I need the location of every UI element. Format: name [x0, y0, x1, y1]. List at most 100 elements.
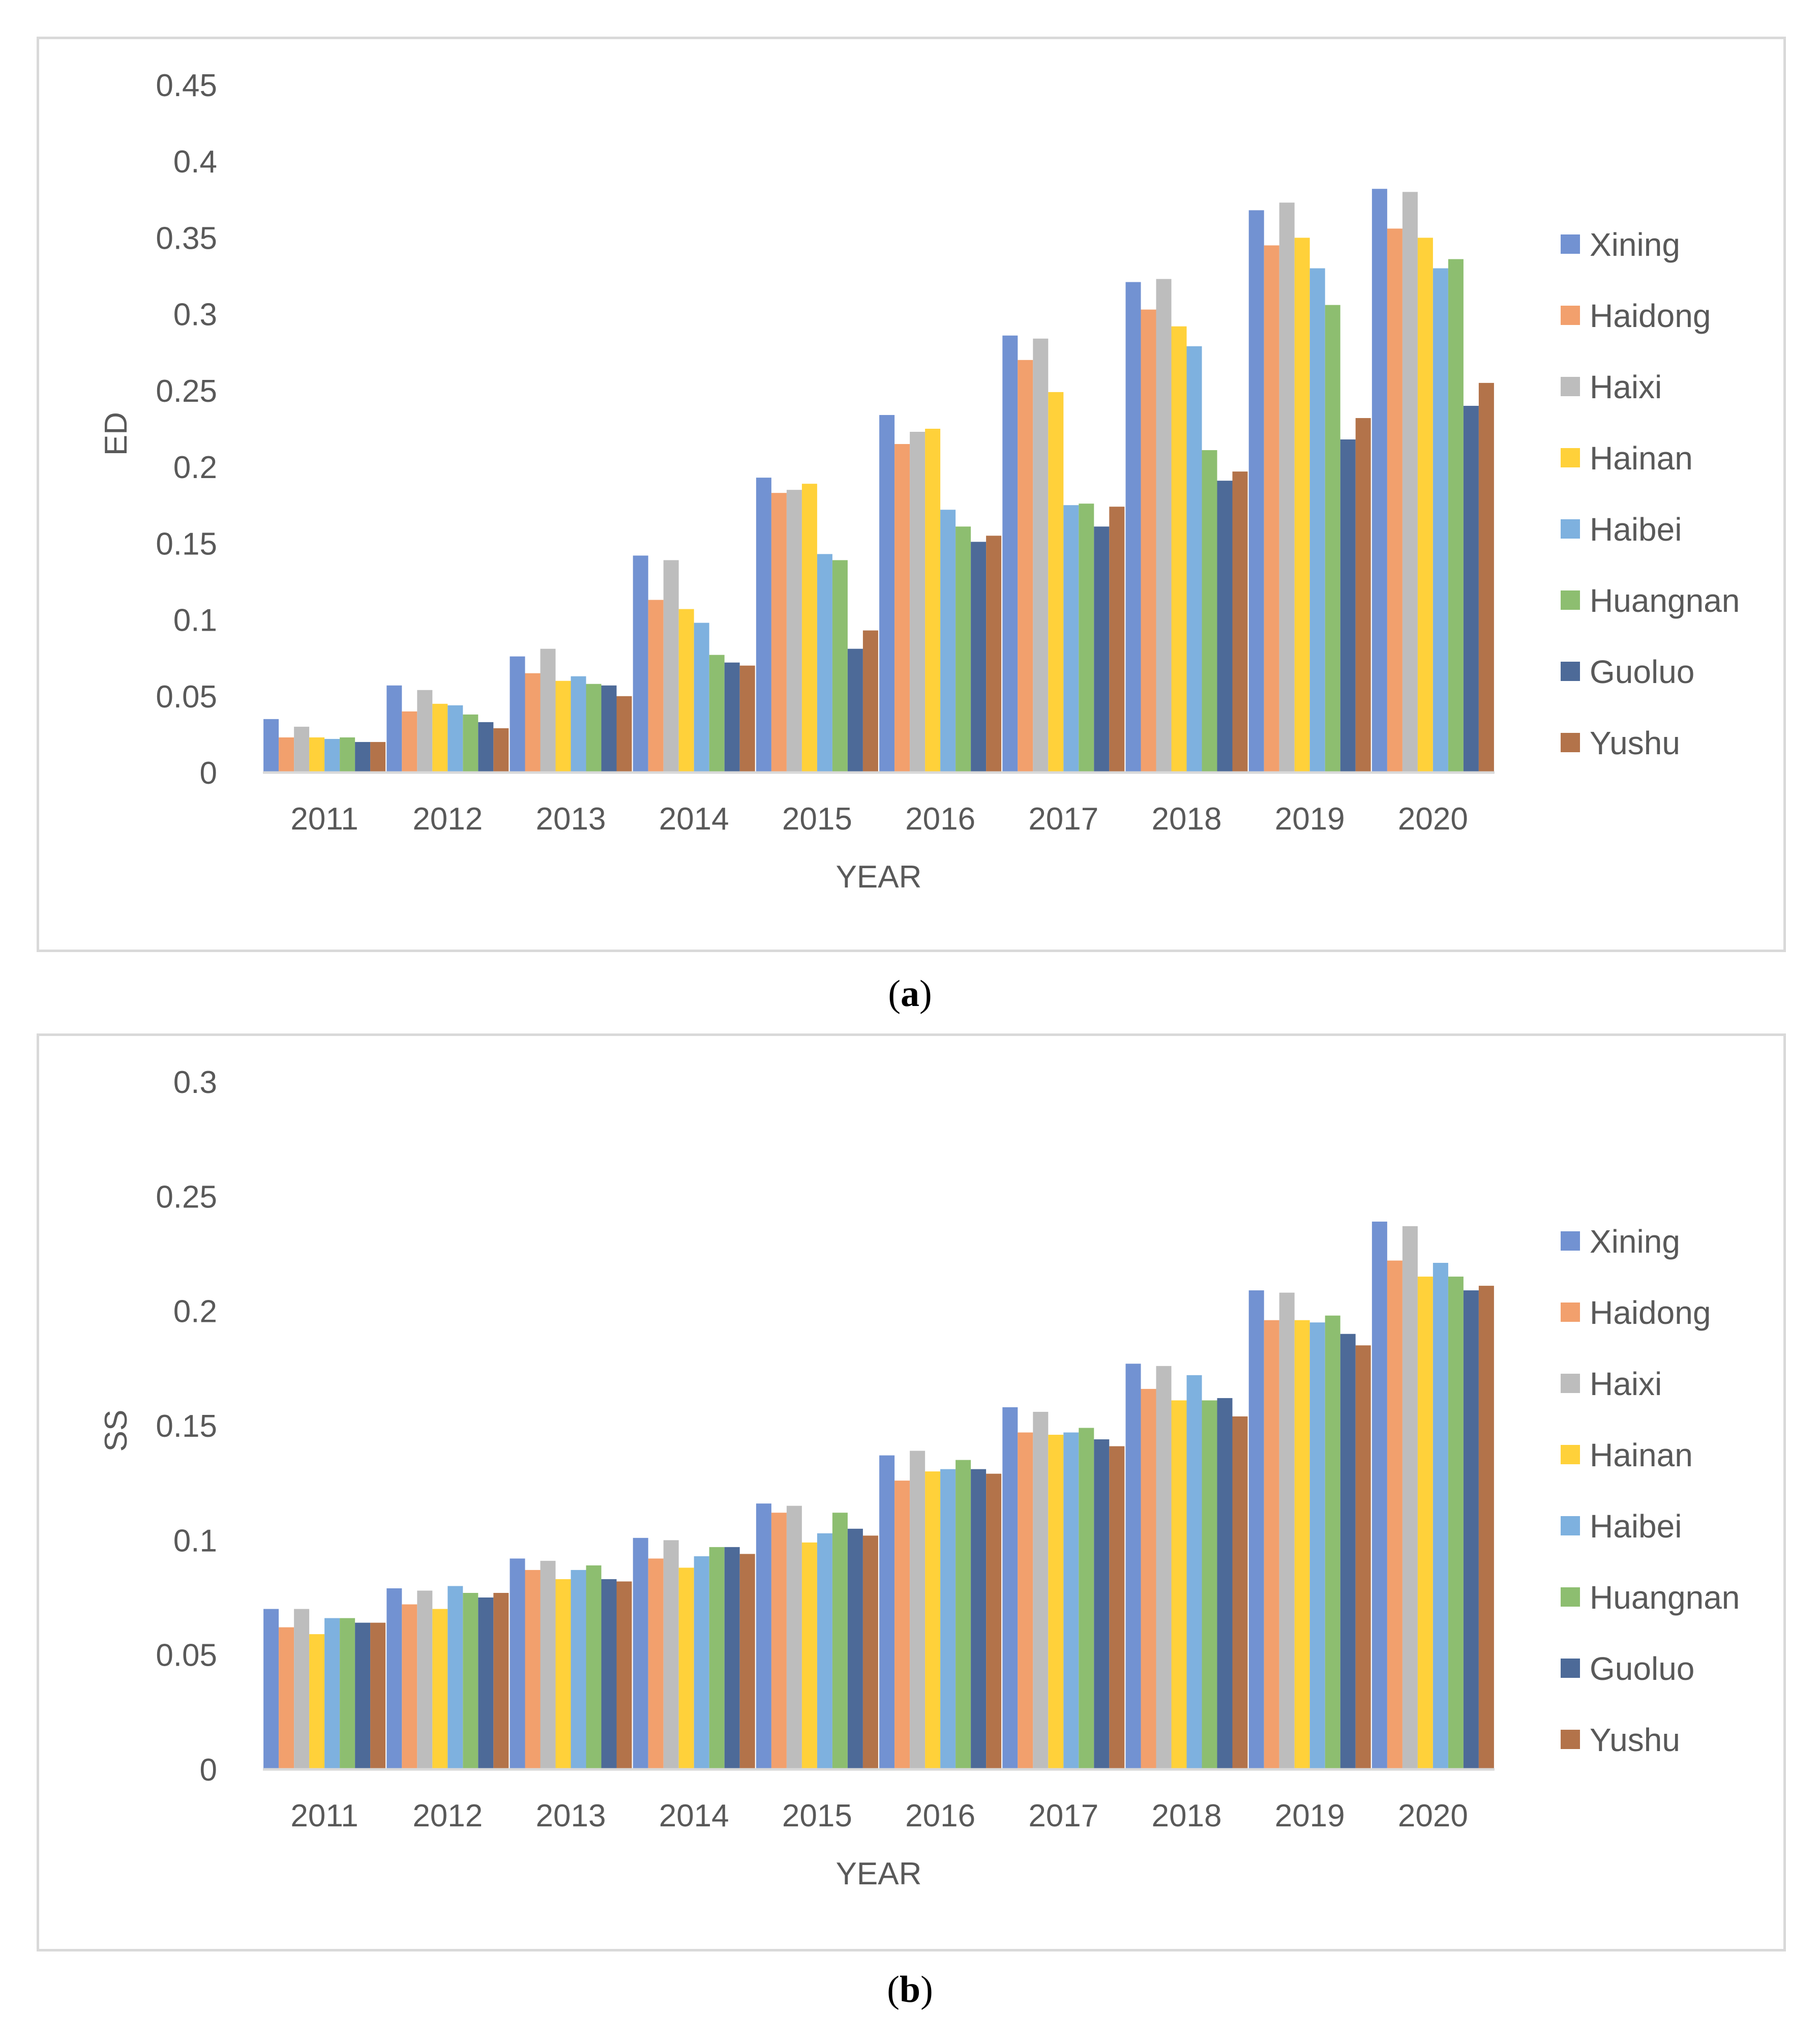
chart-b-bar-haibei-2012: [447, 1586, 463, 1769]
chart-b-xtick-label: 2011: [290, 1798, 358, 1833]
chart-a-bar-haibei-2013: [571, 676, 586, 773]
chart-a-xtick-label: 2013: [536, 802, 606, 837]
chart-a-legend-label-haixi: Haixi: [1590, 369, 1662, 405]
chart-a-legend-label-haidong: Haidong: [1590, 298, 1711, 334]
chart-a-bar-yushu-2019: [1355, 418, 1371, 773]
chart-a-bar-xining-2014: [633, 555, 648, 773]
chart-a-bar-guoluo-2013: [601, 685, 617, 773]
chart-b-bar-haidong-2020: [1387, 1260, 1403, 1769]
chart-b-bar-haibei-2014: [694, 1556, 709, 1769]
chart-a-ytick-label: 0: [200, 756, 217, 791]
chart-b-bar-haidong-2019: [1264, 1320, 1279, 1769]
chart-a-bar-hainan-2018: [1171, 326, 1187, 773]
chart-a-bar-huangnan-2013: [586, 684, 602, 773]
chart-a-bar-huangnan-2012: [463, 714, 479, 773]
chart-a-bar-hainan-2020: [1417, 238, 1433, 773]
chart-b-bar-haixi-2011: [294, 1609, 310, 1769]
chart-a-bar-hainan-2017: [1048, 392, 1064, 773]
chart-a-bar-yushu-2013: [616, 696, 632, 773]
chart-b-legend-swatch-huangnan: [1561, 1587, 1580, 1607]
chart-b-bar-yushu-2016: [986, 1473, 1002, 1769]
chart-b-legend-swatch-hainan: [1561, 1445, 1580, 1464]
chart-b-legend-swatch-xining: [1561, 1231, 1580, 1251]
chart-b-bar-haibei-2017: [1063, 1432, 1079, 1769]
chart-a-bar-xining-2019: [1248, 210, 1264, 773]
chart-b-bar-guoluo-2011: [355, 1622, 371, 1769]
chart-a-bar-haidong-2020: [1387, 228, 1403, 773]
chart-a-bar-haixi-2019: [1279, 202, 1295, 773]
chart-a-bar-haibei-2014: [694, 623, 709, 773]
chart-b-bar-huangnan-2012: [463, 1592, 479, 1769]
chart-a-bar-yushu-2012: [493, 728, 509, 773]
chart-a-ytick-label: 0.25: [156, 374, 217, 409]
chart-a-bar-hainan-2019: [1294, 238, 1310, 773]
chart-a-bar-haibei-2019: [1309, 268, 1325, 773]
chart-b-bar-yushu-2013: [616, 1581, 632, 1769]
chart-b-bar-yushu-2014: [739, 1554, 755, 1769]
chart-b-bar-xining-2015: [756, 1503, 771, 1769]
chart-b-bar-haixi-2013: [540, 1560, 556, 1769]
chart-a-legend-swatch-haibei: [1561, 519, 1580, 539]
chart-a-legend-swatch-xining: [1561, 234, 1580, 254]
chart-a-legend-swatch-hainan: [1561, 448, 1580, 467]
chart-a-bar-huangnan-2011: [340, 737, 355, 773]
chart-b-bar-hainan-2013: [555, 1579, 571, 1769]
chart-b-bar-haixi-2014: [663, 1540, 679, 1769]
chart-a-bar-xining-2012: [386, 685, 402, 773]
chart-a-bar-haidong-2016: [894, 444, 910, 773]
chart-b-bar-yushu-2011: [370, 1622, 386, 1769]
chart-b-bar-xining-2016: [879, 1455, 895, 1769]
chart-b-bar-haidong-2012: [402, 1604, 417, 1769]
chart-a-bar-xining-2018: [1125, 282, 1141, 773]
chart-a-bar-haibei-2011: [324, 738, 340, 773]
chart-a-bar-hainan-2016: [925, 429, 941, 773]
chart-a-ytick-label: 0.45: [156, 68, 217, 103]
chart-b-xtick-label: 2013: [536, 1798, 606, 1833]
chart-a-bar-haibei-2015: [817, 554, 832, 773]
chart-b-bar-haibei-2011: [324, 1618, 340, 1769]
chart-a-legend-label-guoluo: Guoluo: [1590, 654, 1694, 690]
chart-a-xtick-label: 2018: [1152, 802, 1222, 837]
chart-a-bar-haixi-2016: [910, 432, 926, 773]
chart-a-ytick-label: 0.2: [173, 450, 217, 485]
chart-b-bar-huangnan-2016: [956, 1460, 971, 1769]
chart-b-bar-hainan-2016: [925, 1471, 941, 1769]
chart-b-xtick-label: 2012: [412, 1798, 483, 1833]
chart-a-bar-xining-2011: [263, 719, 279, 773]
chart-b-xtick-label: 2014: [659, 1798, 729, 1833]
chart-a-bar-xining-2013: [510, 656, 525, 773]
chart-a-bar-guoluo-2019: [1340, 439, 1356, 773]
chart-b-bar-guoluo-2016: [971, 1469, 987, 1769]
chart-b-bar-yushu-2020: [1478, 1286, 1494, 1769]
chart-b-legend-label-haidong: Haidong: [1590, 1294, 1711, 1331]
chart-a-bar-yushu-2014: [739, 665, 755, 773]
chart-b-bar-haidong-2015: [771, 1513, 787, 1769]
chart-b-bar-haixi-2020: [1402, 1226, 1418, 1769]
chart-b-bar-guoluo-2012: [478, 1597, 494, 1769]
chart-b-xtick-label: 2019: [1275, 1798, 1345, 1833]
chart-a-bar-guoluo-2011: [355, 742, 371, 773]
chart-b-bar-haibei-2013: [571, 1570, 586, 1769]
chart-a-bar-yushu-2020: [1478, 382, 1494, 773]
chart-a-bar-yushu-2018: [1232, 471, 1248, 773]
chart-a-bar-haixi-2011: [294, 726, 310, 773]
chart-b-bar-hainan-2014: [678, 1567, 694, 1769]
caption-b-letter: b: [899, 1969, 921, 2010]
chart-a-ytick-label: 0.4: [173, 144, 217, 180]
chart-b-legend-label-yushu: Yushu: [1590, 1722, 1680, 1758]
chart-b-legend-label-hainan: Hainan: [1590, 1437, 1693, 1473]
chart-a-bar-haidong-2015: [771, 493, 787, 773]
chart-a-bar-guoluo-2016: [971, 542, 987, 773]
chart-a-bar-haidong-2018: [1141, 309, 1156, 773]
chart-a-bar-xining-2015: [756, 478, 771, 773]
chart-a-legend-label-xining: Xining: [1590, 226, 1680, 263]
chart-a-bar-xining-2017: [1002, 335, 1018, 773]
chart-a-bar-hainan-2015: [801, 484, 817, 773]
chart-a-legend-label-huangnan: Huangnan: [1590, 582, 1740, 619]
chart-b-bar-yushu-2015: [862, 1535, 878, 1769]
chart-a-bar-yushu-2011: [370, 742, 386, 773]
chart-b-legend-label-haixi: Haixi: [1590, 1366, 1662, 1402]
chart-a-bar-huangnan-2018: [1202, 450, 1217, 773]
chart-b-bar-xining-2013: [510, 1558, 525, 1769]
chart-a-bar-haidong-2011: [279, 737, 294, 773]
